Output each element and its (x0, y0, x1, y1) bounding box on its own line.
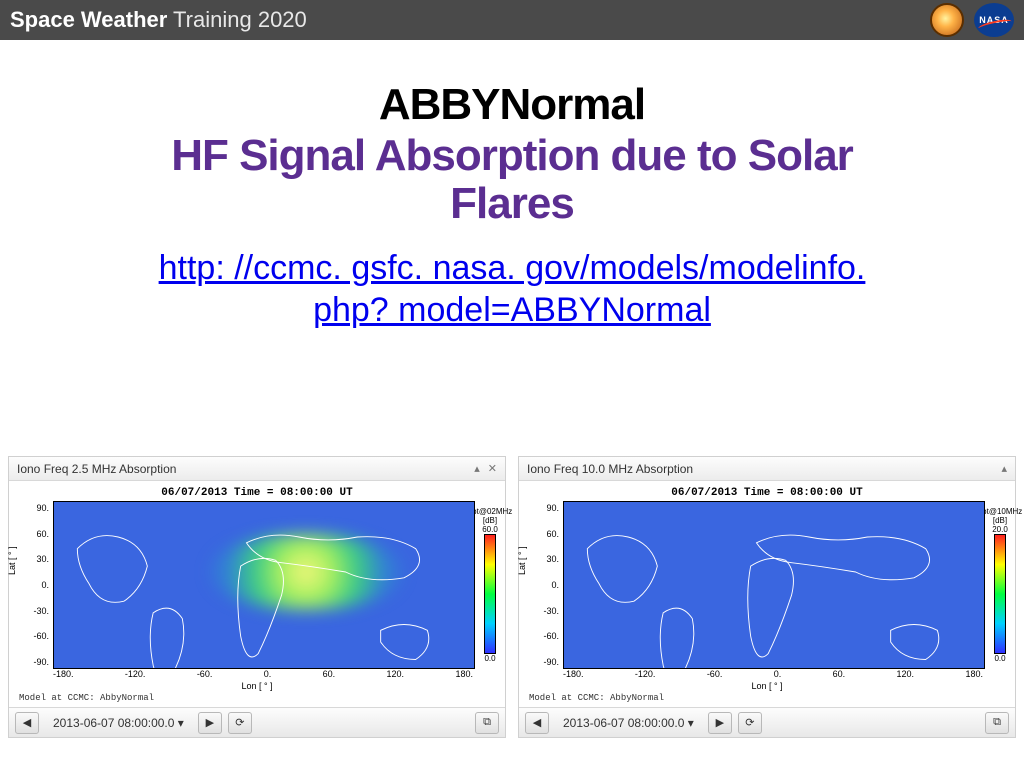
next-button[interactable]: ▶ (198, 712, 222, 734)
header-title-light: Training 2020 (167, 7, 306, 32)
header-logos: NASA (930, 3, 1014, 37)
sun-logo-icon (930, 3, 964, 37)
chart-panels: Iono Freq 2.5 MHz Absorption ▴ ✕ 06/07/2… (0, 446, 1024, 738)
chart-left: 06/07/2013 Time = 08:00:00 UT Lat [ ° ] … (9, 481, 505, 707)
colorbar-gradient-icon (484, 534, 496, 654)
panel-right-header: Iono Freq 10.0 MHz Absorption ▴ (519, 457, 1015, 481)
chart-left-xticks: -180. -120. -60. 0. 60. 120. 180. (53, 669, 473, 679)
panel-right-footer: ◀ 2013-06-07 08:00:00.0 ▾ ▶ ⟳ ⧉ (519, 707, 1015, 737)
prev-button[interactable]: ◀ (15, 712, 39, 734)
model-credit-right: Model at CCMC: AbbyNormal (523, 691, 1011, 705)
colorbar-gradient-icon (994, 534, 1006, 654)
panel-right-title: Iono Freq 10.0 MHz Absorption (527, 462, 693, 476)
map-right-sea (564, 502, 984, 668)
panel-left-footer: ◀ 2013-06-07 08:00:00.0 ▾ ▶ ⟳ ⧉ (9, 707, 505, 737)
chart-left-title: 06/07/2013 Time = 08:00:00 UT (13, 487, 501, 499)
chart-right-xticks: -180. -120. -60. 0. 60. 120. 180. (563, 669, 983, 679)
chart-left-yaxis: Lat [ ° ] 90. 60. 30. 0. -30. -60. -90. (13, 501, 53, 669)
model-credit-left: Model at CCMC: AbbyNormal (13, 691, 501, 705)
panel-left-title: Iono Freq 2.5 MHz Absorption (17, 462, 176, 476)
collapse-icon[interactable]: ▴ (1001, 462, 1007, 475)
model-name-title: ABBYNormal (40, 80, 984, 130)
panel-left: Iono Freq 2.5 MHz Absorption ▴ ✕ 06/07/2… (8, 456, 506, 738)
model-link[interactable]: http: //ccmc. gsfc. nasa. gov/models/mod… (40, 247, 984, 332)
chart-right: 06/07/2013 Time = 08:00:00 UT Lat [ ° ] … (519, 481, 1015, 707)
prev-button[interactable]: ◀ (525, 712, 549, 734)
subtitle: HF Signal Absorption due to Solar Flares (40, 132, 984, 229)
reload-button[interactable]: ⟳ (738, 712, 762, 734)
main-content: ABBYNormal HF Signal Absorption due to S… (0, 40, 1024, 342)
panel-left-header-icons: ▴ ✕ (474, 462, 497, 475)
slide-header: Space Weather Training 2020 NASA (0, 0, 1024, 40)
colorbar-left: abt@02MHz [dB] 60.0 0.0 (475, 501, 501, 669)
panel-left-header: Iono Freq 2.5 MHz Absorption ▴ ✕ (9, 457, 505, 481)
timestamp-display: 2013-06-07 08:00:00.0 ▾ (555, 716, 702, 730)
reload-button[interactable]: ⟳ (228, 712, 252, 734)
close-icon[interactable]: ✕ (488, 462, 497, 475)
video-button[interactable]: ⧉ (985, 712, 1009, 734)
chart-right-title: 06/07/2013 Time = 08:00:00 UT (523, 487, 1011, 499)
nasa-logo-icon: NASA (974, 3, 1014, 37)
colorbar-right: abt@10MHz [dB] 20.0 0.0 (985, 501, 1011, 669)
timestamp-display: 2013-06-07 08:00:00.0 ▾ (45, 716, 192, 730)
absorption-hotspot (209, 534, 402, 610)
collapse-icon[interactable]: ▴ (474, 462, 480, 475)
map-right (563, 501, 985, 669)
panel-right: Iono Freq 10.0 MHz Absorption ▴ 06/07/20… (518, 456, 1016, 738)
video-button[interactable]: ⧉ (475, 712, 499, 734)
map-left (53, 501, 475, 669)
header-title: Space Weather Training 2020 (10, 7, 307, 33)
next-button[interactable]: ▶ (708, 712, 732, 734)
header-title-bold: Space Weather (10, 7, 167, 32)
chart-right-yaxis: Lat [ ° ] 90. 60. 30. 0. -30. -60. -90. (523, 501, 563, 669)
panel-right-header-icons: ▴ (1001, 462, 1007, 475)
